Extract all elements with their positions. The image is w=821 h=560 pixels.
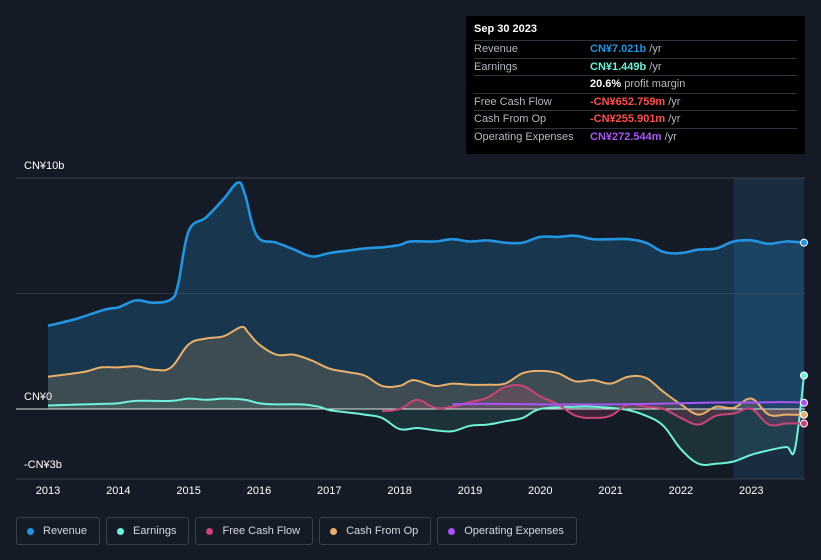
forecast-band	[733, 178, 804, 479]
legend-item-operating-expenses[interactable]: Operating Expenses	[437, 517, 577, 545]
tooltip-row-value: -CN¥255.901m	[590, 113, 666, 126]
tooltip-row-label: Revenue	[474, 43, 519, 56]
legend-dot-icon	[448, 527, 456, 535]
tooltip-row-value: CN¥272.544m	[590, 130, 662, 143]
tooltip-row: Cash From Op -CN¥255.901m/yr	[474, 110, 797, 128]
x-tick-label: 2018	[387, 485, 412, 497]
cash-from-op-area	[48, 326, 804, 416]
tooltip-row-value: CN¥7.021b	[590, 43, 647, 56]
revenue-line	[47, 181, 805, 328]
x-tick-label: 2022	[668, 485, 694, 497]
tooltip-row-unit: /yr	[668, 113, 681, 126]
legend-item-label: Free Cash Flow	[222, 525, 301, 537]
tooltip-row-unit: /yr	[649, 43, 662, 56]
x-tick-label: 2023	[739, 485, 764, 497]
x-tick-label: 2013	[35, 485, 61, 497]
legend-dot-icon	[206, 527, 214, 535]
tooltip-rows: Revenue CN¥7.021b/yr Earnings CN¥1.449b/yr 2…	[474, 40, 797, 145]
legend-dot-icon	[330, 527, 338, 535]
free-cash-flow-line	[381, 383, 805, 427]
tooltip-row-value: CN¥1.449b	[590, 60, 647, 73]
revenue-area	[48, 182, 804, 409]
data-tooltip: Sep 30 2023 Revenue CN¥7.021b/yr Earnings C…	[466, 16, 805, 154]
earnings-end-dot[interactable]	[800, 371, 808, 380]
tooltip-row: Earnings CN¥1.449b/yr	[474, 57, 797, 76]
legend-item-earnings[interactable]: Earnings	[106, 517, 190, 545]
tooltip-row: Revenue CN¥7.021b/yr	[474, 40, 797, 58]
legend-item-free-cash-flow[interactable]: Free Cash Flow	[195, 517, 314, 545]
operating-expenses-end-dot[interactable]	[800, 398, 808, 407]
tooltip-date: Sep 30 2023	[474, 23, 537, 35]
legend-item-label: Earnings	[133, 525, 177, 537]
legend-item-label: Operating Expenses	[464, 525, 564, 537]
legend-item-label: Revenue	[43, 525, 88, 537]
tooltip-row-label: Earnings	[474, 60, 518, 73]
tooltip-row: 20.6% profit margin	[474, 75, 797, 93]
y-tick-label-min: -CN¥3b	[24, 459, 62, 471]
x-tick-label: 2021	[598, 485, 623, 497]
revenue-end-dot[interactable]	[800, 238, 808, 247]
series-lines	[47, 181, 805, 466]
chart-legend: Revenue Earnings Free Cash Flow Cash From O…	[16, 517, 577, 545]
earnings-area	[48, 375, 804, 465]
tooltip-row-unit: /yr	[668, 95, 681, 108]
tooltip-row-label: Free Cash Flow	[474, 95, 552, 108]
tooltip-row-unit: profit margin	[624, 78, 686, 91]
x-tick-label: 2015	[176, 485, 201, 497]
x-tick-label: 2014	[106, 485, 131, 497]
operating-expenses-line	[452, 401, 805, 406]
y-tick-label-zero: CN¥0	[24, 391, 53, 403]
x-tick-label: 2019	[457, 485, 483, 497]
tooltip-row: Free Cash Flow -CN¥652.759m/yr	[474, 92, 797, 111]
legend-item-cash-from-op[interactable]: Cash From Op	[319, 517, 432, 545]
tooltip-row-unit: /yr	[664, 130, 677, 143]
x-tick-label: 2016	[246, 485, 272, 497]
tooltip-row-unit: /yr	[649, 60, 662, 73]
legend-dot-icon	[117, 527, 125, 535]
free-cash-flow-end-dot[interactable]	[800, 419, 808, 428]
series-end-dots	[800, 238, 808, 428]
legend-item-label: Cash From Op	[346, 525, 419, 537]
legend-dot-icon	[27, 527, 34, 535]
tooltip-row: Operating Expenses CN¥272.544m/yr	[474, 127, 797, 146]
tooltip-row-value: 20.6%	[590, 78, 622, 91]
legend-item-revenue[interactable]: Revenue	[16, 517, 101, 545]
x-tick-label: 2017	[317, 485, 342, 497]
y-tick-label-max: CN¥10b	[24, 160, 65, 172]
cash-from-op-end-dot[interactable]	[800, 410, 808, 419]
x-tick-label: 2020	[528, 485, 553, 497]
tooltip-row-label: Operating Expenses	[474, 130, 574, 143]
earnings-line	[47, 375, 805, 466]
tooltip-row-label: Cash From Op	[474, 113, 547, 126]
tooltip-row-value: -CN¥652.759m	[590, 95, 666, 108]
